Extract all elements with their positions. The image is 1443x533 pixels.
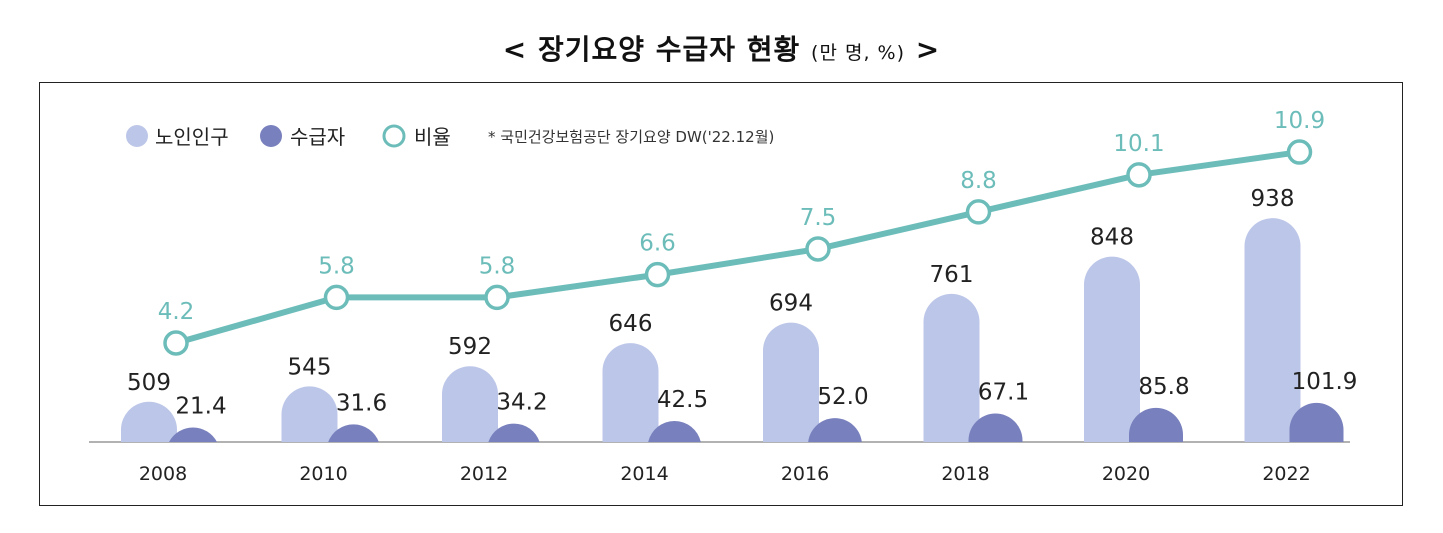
label-recipients-2016: 52.0 bbox=[817, 384, 868, 410]
chart-frame bbox=[39, 82, 1403, 506]
ratio-point-2018 bbox=[965, 199, 992, 225]
label-ratio-2018: 8.8 bbox=[960, 168, 997, 194]
label-elderly-2012: 592 bbox=[448, 334, 492, 360]
x-tick-2020: 2020 bbox=[1102, 463, 1150, 485]
bar-elderly-2016 bbox=[763, 322, 819, 442]
bar-elderly-2012 bbox=[442, 366, 498, 442]
bar-elderly-2014 bbox=[602, 343, 659, 442]
bar-recipients-2010 bbox=[328, 424, 379, 442]
legend: 노인인구 수급자 비율 * 국민건강보험공단 장기요양 DW('22.12월) bbox=[126, 124, 774, 149]
bar-elderly-2008 bbox=[121, 401, 177, 442]
title-text: < 장기요양 수급자 현황 bbox=[502, 33, 801, 66]
bar-elderly-2020 bbox=[1084, 256, 1140, 442]
label-elderly-2010: 545 bbox=[288, 354, 332, 380]
x-tick-2014: 2014 bbox=[620, 463, 668, 485]
legend-recipients-marker bbox=[260, 125, 282, 147]
x-tick-2018: 2018 bbox=[941, 463, 989, 485]
label-elderly-2016: 694 bbox=[769, 291, 813, 317]
legend-ratio-marker bbox=[382, 124, 406, 148]
label-ratio-2012: 5.8 bbox=[479, 253, 516, 279]
label-elderly-2018: 761 bbox=[930, 262, 974, 288]
label-recipients-2018: 67.1 bbox=[978, 380, 1029, 406]
ratio-point-2010 bbox=[323, 284, 350, 311]
ratio-point-2022 bbox=[1286, 139, 1313, 165]
title-unit: (만 명, %) bbox=[811, 42, 906, 64]
chart-title: < 장기요양 수급자 현황 (만 명, %) > bbox=[0, 28, 1443, 68]
label-recipients-2020: 85.8 bbox=[1138, 374, 1189, 400]
label-ratio-2020: 10.1 bbox=[1113, 131, 1164, 157]
legend-elderly-marker bbox=[126, 125, 148, 147]
legend-ratio-label: 비율 bbox=[414, 125, 451, 149]
label-recipients-2008: 21.4 bbox=[175, 393, 226, 419]
bar-elderly-2018 bbox=[923, 293, 980, 442]
bar-recipients-2016 bbox=[808, 418, 862, 442]
ratio-point-2016 bbox=[805, 236, 831, 262]
label-ratio-2008: 4.2 bbox=[158, 299, 195, 325]
label-ratio-2014: 6.6 bbox=[639, 231, 676, 257]
x-tick-2010: 2010 bbox=[299, 463, 347, 485]
source-note: * 국민건강보험공단 장기요양 DW('22.12월) bbox=[488, 128, 774, 146]
label-ratio-2010: 5.8 bbox=[318, 253, 355, 279]
label-recipients-2014: 42.5 bbox=[657, 387, 708, 413]
label-elderly-2022: 938 bbox=[1251, 186, 1295, 212]
label-elderly-2020: 848 bbox=[1090, 225, 1134, 251]
bar-recipients-2022 bbox=[1289, 402, 1344, 442]
title-end: > bbox=[915, 33, 941, 66]
bar-recipients-2008 bbox=[169, 427, 217, 442]
label-ratio-2016: 7.5 bbox=[800, 205, 837, 231]
label-elderly-2014: 646 bbox=[609, 311, 653, 337]
ratio-point-2014 bbox=[644, 261, 671, 288]
legend-elderly-label: 노인인구 bbox=[155, 125, 229, 149]
label-ratio-2022: 10.9 bbox=[1274, 108, 1325, 134]
label-recipients-2012: 34.2 bbox=[496, 390, 547, 416]
bar-elderly-2010 bbox=[281, 386, 338, 442]
x-tick-2022: 2022 bbox=[1262, 463, 1310, 485]
legend-recipients-label: 수급자 bbox=[290, 125, 345, 149]
x-tick-2008: 2008 bbox=[139, 463, 187, 485]
ratio-line bbox=[175, 149, 1300, 346]
label-recipients-2022: 101.9 bbox=[1292, 369, 1358, 395]
ratio-point-2012 bbox=[484, 284, 510, 311]
bar-recipients-2020 bbox=[1129, 407, 1183, 442]
ratio-point-2020 bbox=[1126, 162, 1152, 188]
bar-elderly-2022 bbox=[1244, 218, 1301, 442]
bar-recipients-2012 bbox=[488, 423, 540, 442]
bar-recipients-2018 bbox=[968, 413, 1023, 442]
x-tick-2016: 2016 bbox=[781, 463, 829, 485]
x-tick-2012: 2012 bbox=[460, 463, 508, 485]
ratio-point-2008 bbox=[163, 330, 189, 356]
label-elderly-2008: 509 bbox=[127, 370, 171, 396]
label-recipients-2010: 31.6 bbox=[336, 390, 387, 416]
bar-recipients-2014 bbox=[648, 421, 701, 442]
